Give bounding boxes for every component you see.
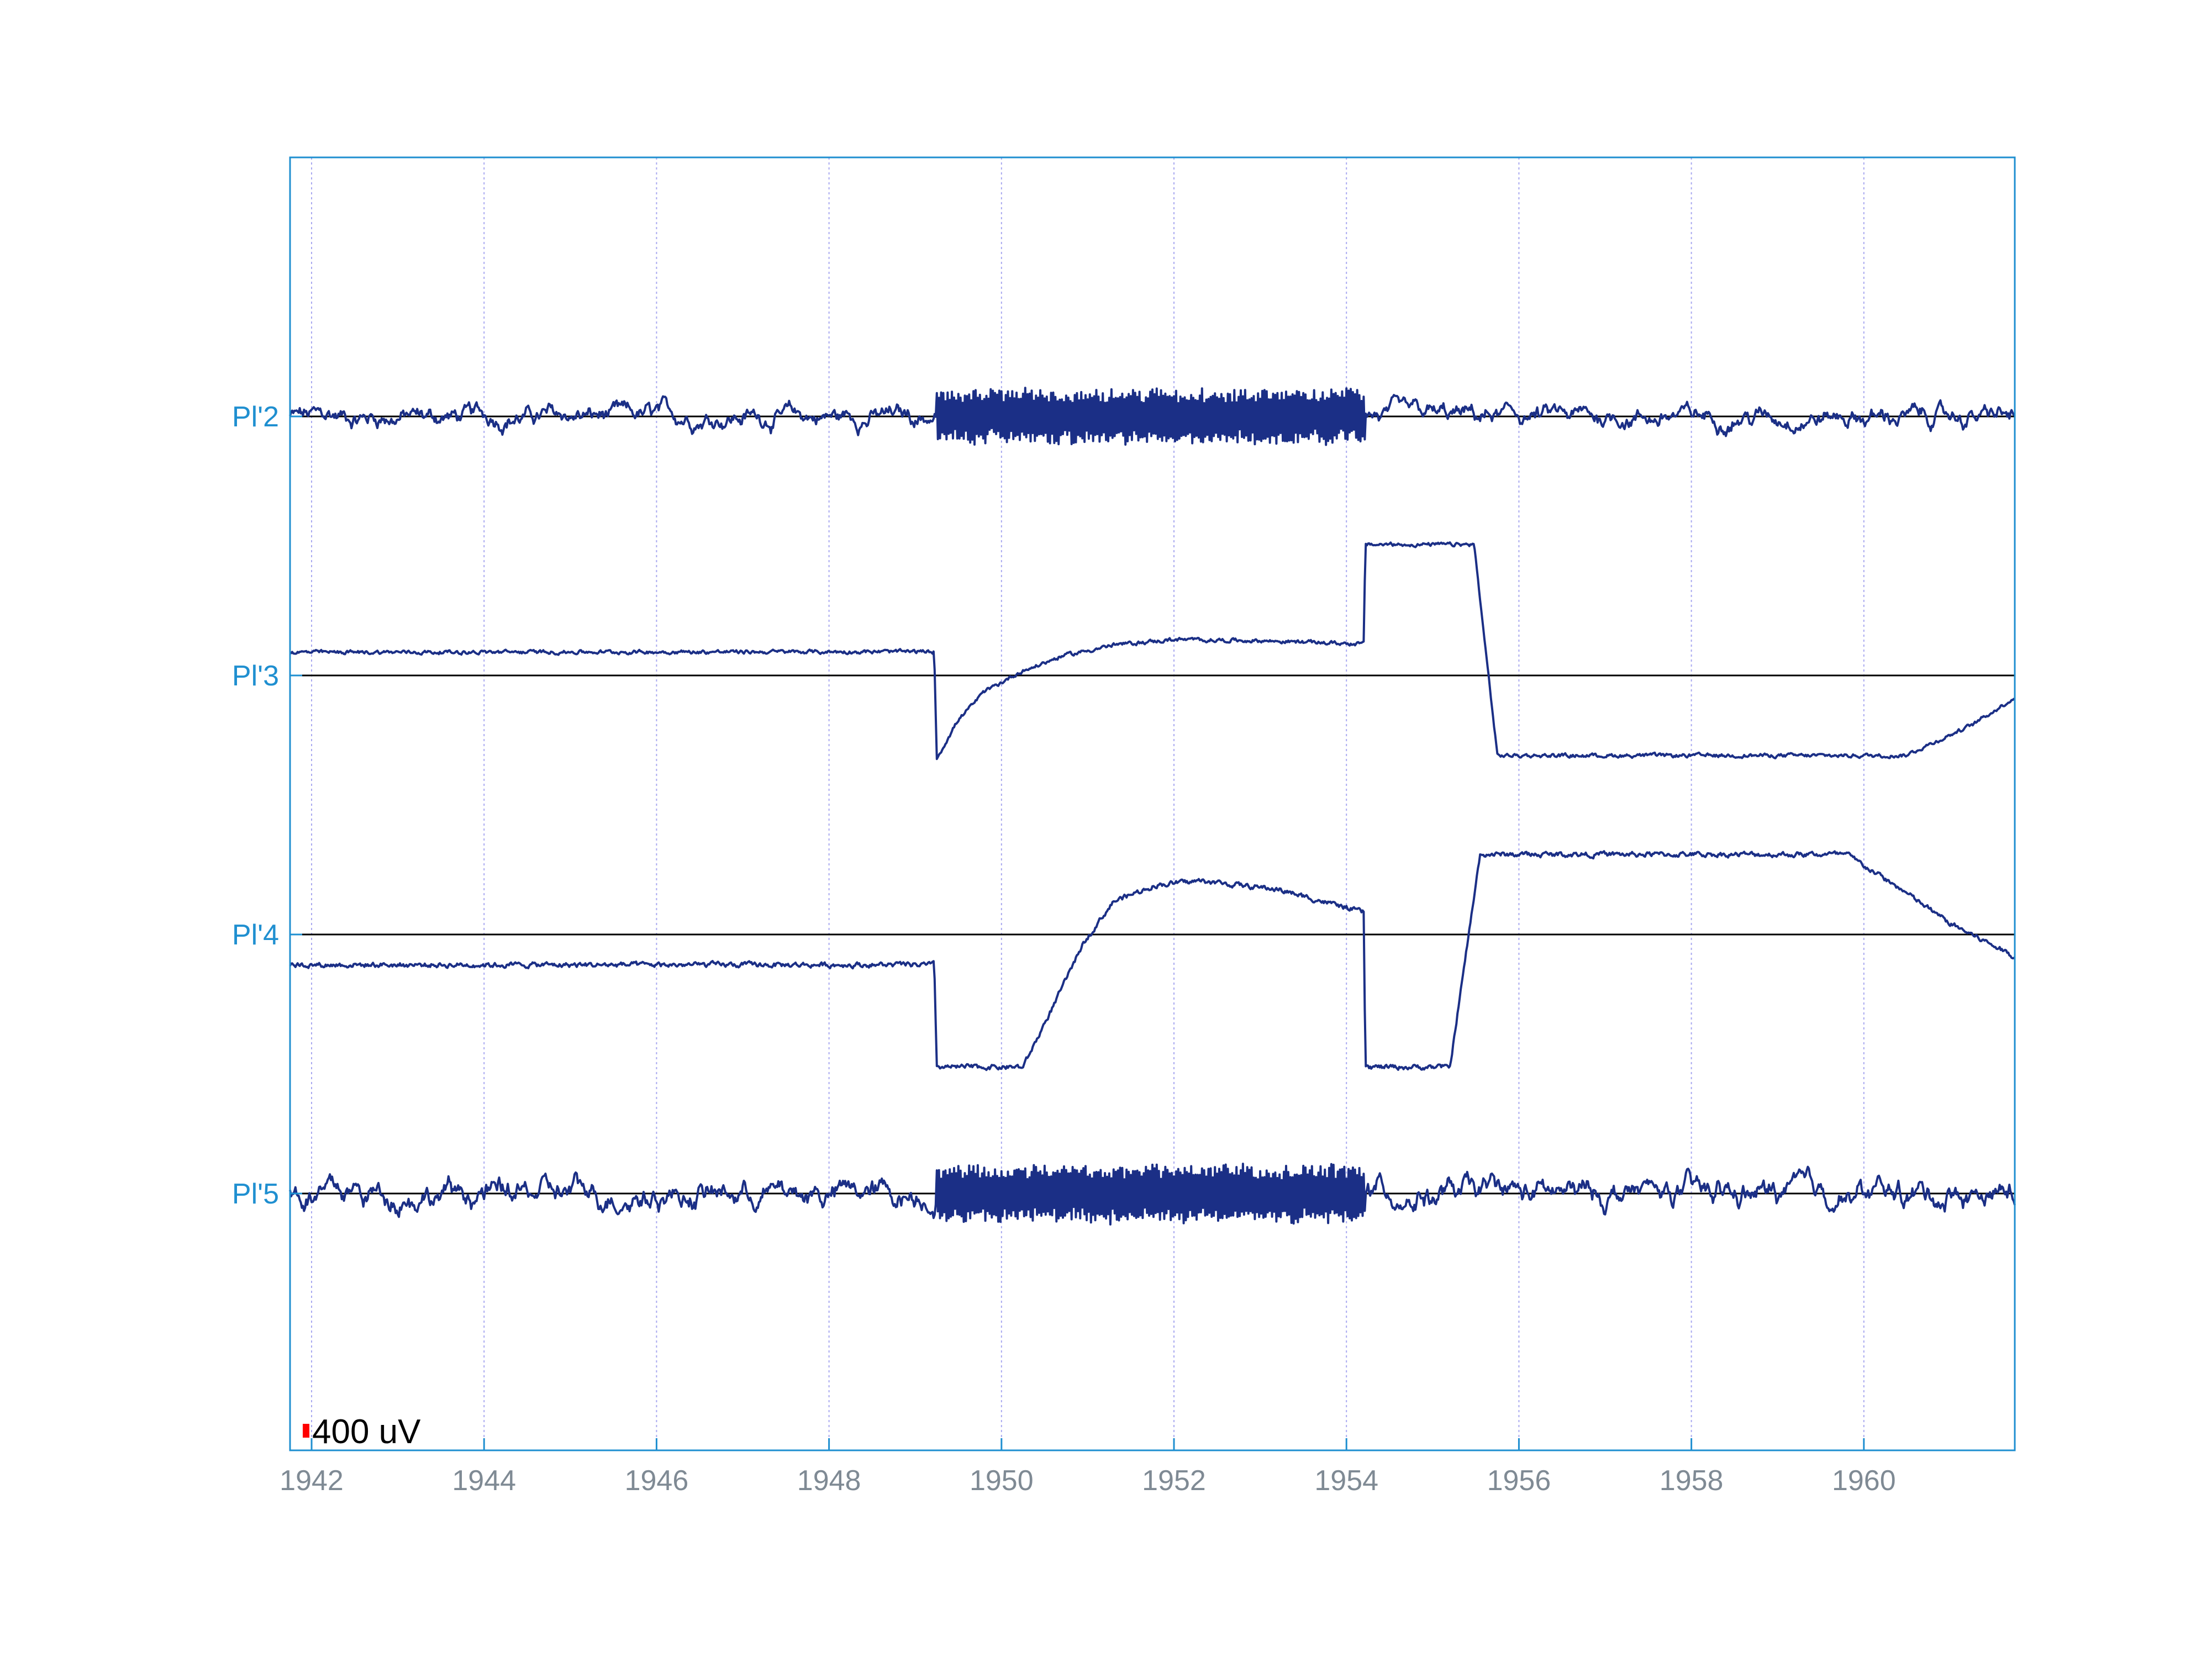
x-tick-label: 1948 [797, 1465, 861, 1497]
channel-trace [289, 541, 2015, 761]
x-tick-label: 1946 [625, 1465, 689, 1497]
x-tick-label: 1950 [970, 1465, 1034, 1497]
x-tick-label: 1954 [1314, 1465, 1378, 1497]
channel-label: Pl'3 [232, 660, 279, 692]
channel-label: Pl'5 [232, 1178, 279, 1210]
x-tick-label: 1960 [1832, 1465, 1896, 1497]
scale-bar-label: 400 uV [312, 1413, 421, 1451]
x-tick-label: 1952 [1142, 1465, 1206, 1497]
x-tick-label: 1958 [1660, 1465, 1724, 1497]
channel-label: Pl'2 [232, 401, 279, 433]
channel-traces [289, 387, 2016, 1226]
channel-labels: Pl'2 Pl'3 Pl'4 Pl'5 [232, 401, 302, 1210]
scale-bar-marker [303, 1424, 309, 1438]
channel-trace [289, 1163, 2016, 1226]
channel-trace [289, 387, 2015, 446]
channel-label: Pl'4 [232, 919, 279, 951]
x-tick-label: 1944 [452, 1465, 516, 1497]
x-tick-label: 1942 [280, 1465, 344, 1497]
x-tick-labels: 1942 1944 1946 1948 1950 1952 1954 1956 1958 1960 [280, 1438, 1896, 1497]
channel-trace [289, 850, 2016, 1071]
x-tick-label: 1956 [1487, 1465, 1551, 1497]
vertical-grid [311, 157, 1865, 1450]
plot-frame [289, 156, 2016, 1451]
